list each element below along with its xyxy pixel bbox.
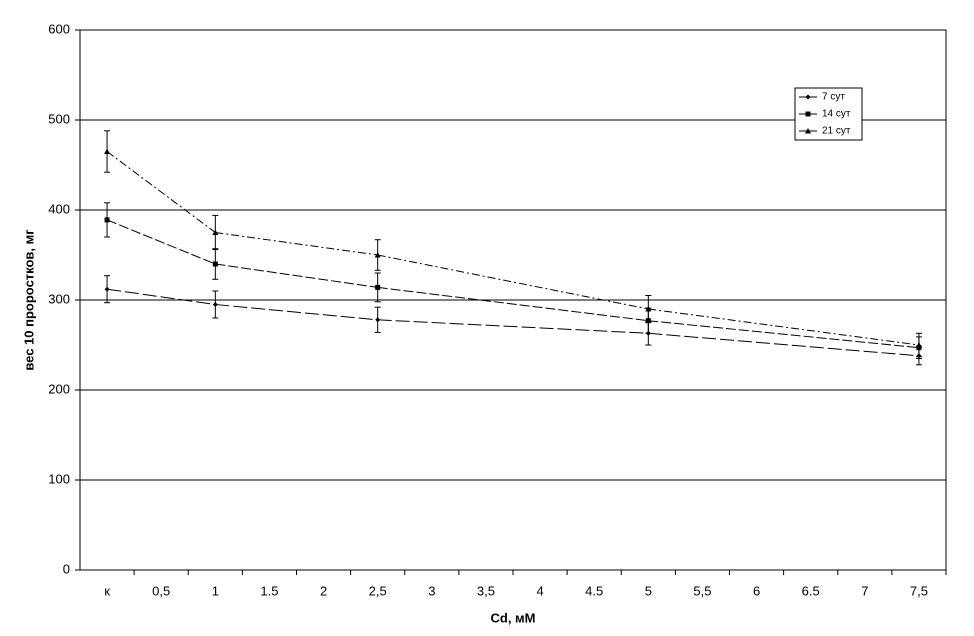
- point: [374, 252, 381, 258]
- point: [104, 148, 111, 154]
- x-tick-label: 1: [212, 583, 219, 598]
- legend-label: 7 сут: [822, 92, 845, 103]
- x-tick-label: 0,5: [152, 583, 170, 598]
- series-line-segment: [377, 254, 649, 310]
- x-tick-label: 2: [320, 583, 327, 598]
- x-tick-label: 4: [536, 583, 543, 598]
- x-tick-label: 1.5: [260, 583, 278, 598]
- legend-label: 21 сут: [822, 126, 851, 137]
- point: [212, 229, 219, 235]
- x-tick-label: 3,5: [477, 583, 495, 598]
- point: [805, 128, 811, 134]
- series-line-segment: [648, 320, 919, 349]
- y-tick-label: 600: [48, 21, 70, 36]
- series-line-segment: [106, 288, 216, 305]
- point: [212, 302, 218, 307]
- x-tick-label: 5: [645, 583, 652, 598]
- y-axis-title: вес 10 проростков, мг: [21, 229, 36, 371]
- series-line-segment: [215, 263, 378, 288]
- x-tick-label: 4.5: [585, 583, 603, 598]
- series-line-segment: [648, 308, 920, 346]
- x-tick-label: 7: [861, 583, 868, 598]
- series-line-segment: [215, 304, 378, 321]
- y-tick-label: 300: [48, 291, 70, 306]
- y-tick-label: 400: [48, 201, 70, 216]
- point: [805, 94, 811, 100]
- point: [805, 111, 811, 117]
- x-tick-label: 3: [428, 583, 435, 598]
- x-tick-label: 6: [753, 583, 760, 598]
- point: [375, 284, 381, 290]
- series-line-segment: [648, 332, 919, 357]
- y-tick-label: 100: [48, 471, 70, 486]
- series-line-segment: [106, 151, 216, 233]
- legend-label: 14 сут: [822, 109, 851, 120]
- y-tick-label: 200: [48, 381, 70, 396]
- x-tick-label: 2,5: [369, 583, 387, 598]
- y-tick-label: 0: [63, 561, 70, 576]
- y-tick-label: 500: [48, 111, 70, 126]
- point: [645, 306, 652, 312]
- series-line-segment: [215, 232, 378, 256]
- point: [104, 286, 110, 292]
- x-tick-label: 5,5: [693, 583, 711, 598]
- series-line-segment: [377, 286, 649, 322]
- x-tick-label: к: [104, 583, 110, 598]
- point: [915, 342, 922, 348]
- point: [104, 217, 110, 223]
- point: [212, 261, 218, 267]
- x-tick-label: 7,5: [910, 583, 928, 598]
- x-tick-label: 6.5: [802, 583, 820, 598]
- series-line-segment: [106, 219, 216, 265]
- point: [375, 317, 381, 323]
- series-line-segment: [377, 319, 649, 334]
- x-axis-title: Cd, мМ: [491, 610, 536, 625]
